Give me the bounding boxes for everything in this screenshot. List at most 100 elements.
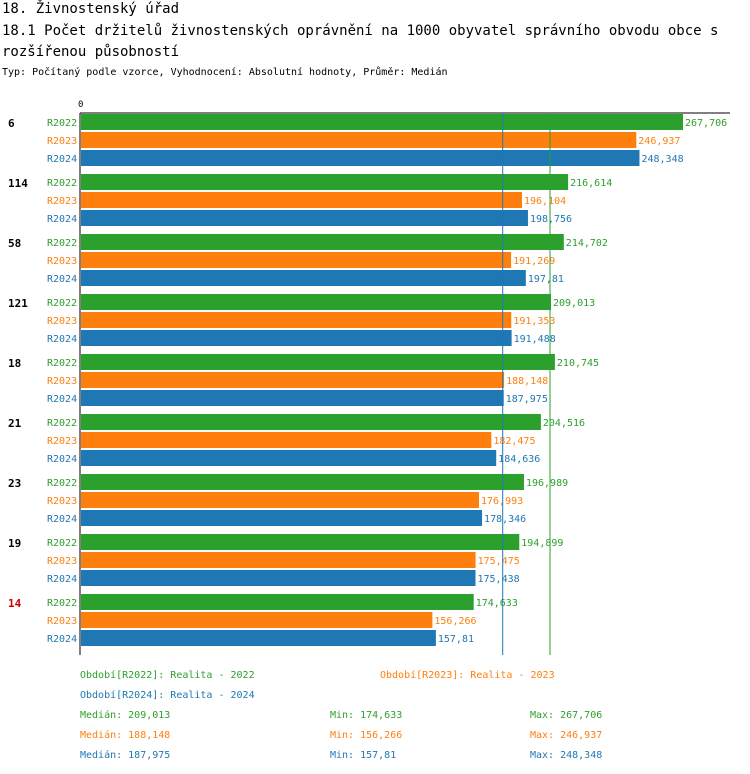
bar-r2022-58 (81, 234, 564, 250)
stat-max-r2022: Max: 267,706 (530, 710, 603, 721)
series-label-r2022-19: R2022 (47, 538, 77, 549)
bar-r2022-18 (81, 354, 555, 370)
data-label-r2023-21: 182,475 (493, 436, 535, 447)
category-label-14: 14 (8, 597, 22, 610)
stat-median-r2024: Medián: 187,975 (80, 750, 171, 761)
data-label-r2024-58: 197,81 (528, 274, 564, 285)
data-label-r2024-18: 187,975 (506, 394, 548, 405)
legend-period-r2023: Období[R2023]: Realita - 2023 (380, 670, 555, 681)
series-label-r2022-18: R2022 (47, 358, 77, 369)
data-label-r2023-19: 175,475 (478, 556, 520, 567)
category-label-21: 21 (8, 417, 22, 430)
series-label-r2024-23: R2024 (47, 514, 77, 525)
data-label-r2022-6: 267,706 (685, 118, 727, 129)
series-label-r2022-114: R2022 (47, 178, 77, 189)
series-label-r2023-6: R2023 (47, 136, 77, 147)
bar-r2024-121 (81, 330, 512, 346)
stat-max-r2023: Max: 246,937 (530, 730, 603, 741)
series-label-r2023-18: R2023 (47, 376, 77, 387)
legend-period-r2022: Období[R2022]: Realita - 2022 (80, 670, 255, 681)
series-label-r2022-21: R2022 (47, 418, 77, 429)
series-label-r2023-114: R2023 (47, 196, 77, 207)
series-label-r2024-21: R2024 (47, 454, 77, 465)
data-label-r2023-114: 196,104 (524, 196, 566, 207)
bar-r2023-18 (81, 372, 505, 388)
data-label-r2023-6: 246,937 (638, 136, 680, 147)
series-label-r2023-23: R2023 (47, 496, 77, 507)
data-label-r2024-23: 178,346 (484, 514, 526, 525)
data-label-r2023-18: 188,148 (506, 376, 548, 387)
bar-r2024-18 (81, 390, 504, 406)
data-label-r2023-23: 176,993 (481, 496, 523, 507)
bar-r2023-6 (81, 132, 637, 148)
series-label-r2023-121: R2023 (47, 316, 77, 327)
series-label-r2023-19: R2023 (47, 556, 77, 567)
data-label-r2022-18: 210,745 (557, 358, 599, 369)
data-label-r2024-114: 198,756 (530, 214, 572, 225)
bar-r2023-121 (81, 312, 512, 328)
bar-r2024-114 (81, 210, 528, 226)
data-label-r2022-19: 194,899 (521, 538, 563, 549)
data-label-r2022-14: 174,633 (476, 598, 518, 609)
series-label-r2024-114: R2024 (47, 214, 77, 225)
bar-r2022-21 (81, 414, 541, 430)
bar-r2022-6 (81, 114, 683, 130)
data-label-r2024-19: 175,438 (478, 574, 520, 585)
series-label-r2024-18: R2024 (47, 394, 77, 405)
stat-min-r2022: Min: 174,633 (330, 710, 403, 721)
data-label-r2023-58: 191,269 (513, 256, 555, 267)
category-label-114: 114 (8, 177, 28, 190)
series-label-r2022-14: R2022 (47, 598, 77, 609)
category-label-19: 19 (8, 537, 21, 550)
series-label-r2022-121: R2022 (47, 298, 77, 309)
bar-r2023-19 (81, 552, 476, 568)
series-label-r2022-58: R2022 (47, 238, 77, 249)
data-label-r2024-21: 184,636 (498, 454, 540, 465)
section-title: 18. Živnostenský úřad (2, 1, 180, 17)
bar-r2024-21 (81, 450, 497, 466)
stat-max-r2024: Max: 248,348 (530, 750, 603, 761)
chart-subtitle: Typ: Počítaný podle vzorce, Vyhodnocení:… (2, 67, 448, 78)
data-label-r2022-23: 196,989 (526, 478, 568, 489)
bar-r2022-114 (81, 174, 569, 190)
series-label-r2022-6: R2022 (47, 118, 77, 129)
bar-r2022-121 (81, 294, 552, 310)
data-label-r2022-114: 216,614 (570, 178, 612, 189)
data-label-r2022-121: 209,013 (553, 298, 595, 309)
bar-r2024-58 (81, 270, 526, 286)
category-label-18: 18 (8, 357, 21, 370)
data-label-r2023-14: 156,266 (434, 616, 476, 627)
series-label-r2023-14: R2023 (47, 616, 77, 627)
series-label-r2024-121: R2024 (47, 334, 77, 345)
data-label-r2024-14: 157,81 (438, 634, 474, 645)
category-label-121: 121 (8, 297, 28, 310)
bar-r2022-14 (81, 594, 474, 610)
legend-period-r2024: Období[R2024]: Realita - 2024 (80, 690, 255, 701)
category-label-23: 23 (8, 477, 21, 490)
series-label-r2024-6: R2024 (47, 154, 77, 165)
series-label-r2024-58: R2024 (47, 274, 77, 285)
bar-r2024-19 (81, 570, 476, 586)
stat-median-r2022: Medián: 209,013 (80, 710, 171, 721)
bar-r2024-23 (81, 510, 483, 526)
data-label-r2024-121: 191,488 (514, 334, 556, 345)
bar-r2023-14 (81, 612, 433, 628)
series-label-r2023-58: R2023 (47, 256, 77, 267)
bar-r2024-14 (81, 630, 436, 646)
series-label-r2022-23: R2022 (47, 478, 77, 489)
category-label-6: 6 (8, 117, 15, 130)
data-label-r2024-6: 248,348 (641, 154, 683, 165)
stat-min-r2023: Min: 156,266 (330, 730, 403, 741)
data-label-r2023-121: 191,353 (513, 316, 555, 327)
data-label-r2022-58: 214,702 (566, 238, 608, 249)
bar-r2022-23 (81, 474, 524, 490)
bar-r2022-19 (81, 534, 520, 550)
chart-title: 18.1 Počet držitelů živnostenských opráv… (2, 23, 719, 60)
data-label-r2022-21: 204,516 (543, 418, 585, 429)
bar-r2024-6 (81, 150, 640, 166)
bar-r2023-114 (81, 192, 522, 208)
series-label-r2024-19: R2024 (47, 574, 77, 585)
bar-r2023-58 (81, 252, 512, 268)
stat-median-r2023: Medián: 188,148 (80, 730, 171, 741)
